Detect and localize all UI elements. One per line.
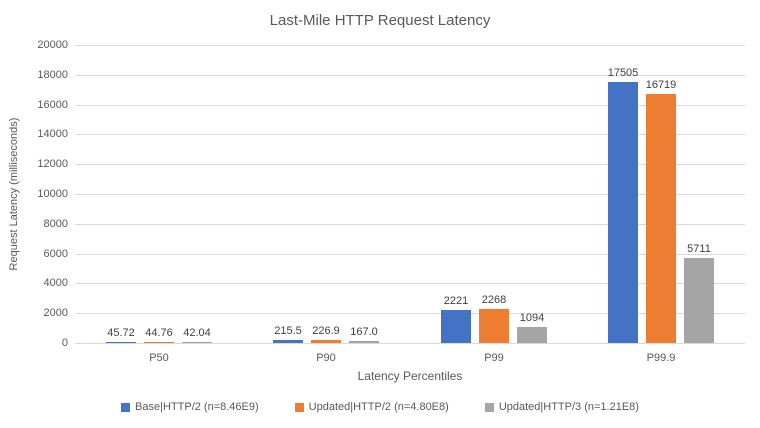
data-label: 45.72	[107, 327, 135, 339]
data-label: 2221	[443, 295, 469, 307]
bar	[273, 340, 303, 343]
y-axis-tick-label: 2000	[43, 307, 68, 320]
bar	[608, 82, 638, 343]
y-axis-tick-label: 6000	[43, 247, 68, 260]
data-label: 42.04	[183, 327, 211, 339]
x-axis-category-label: P90	[316, 352, 336, 364]
gridline	[75, 224, 745, 225]
x-axis-category-label: P50	[149, 352, 169, 364]
legend-item: Updated|HTTP/3 (n=1.21E8)	[484, 401, 639, 413]
chart-title: Last-Mile HTTP Request Latency	[269, 12, 491, 29]
bar	[349, 341, 379, 343]
x-axis-line	[75, 343, 745, 344]
plot-area: 45.72 44.76 42.04 215.5 226.9 167.0 2221 2268 10…	[75, 45, 745, 344]
legend-swatch	[294, 402, 304, 412]
gridline	[75, 134, 745, 135]
legend-item: Updated|HTTP/2 (n=4.80E8)	[294, 401, 449, 413]
gridline	[75, 105, 745, 106]
y-axis-tick-label: 8000	[43, 217, 68, 230]
gridline	[75, 313, 745, 314]
data-label: 17505	[607, 67, 639, 79]
data-label: 167.0	[350, 326, 378, 338]
y-axis-tick-label: 16000	[37, 98, 68, 111]
legend-label: Updated|HTTP/3 (n=1.21E8)	[498, 401, 639, 413]
bar	[182, 342, 212, 343]
y-axis-tick-label: 18000	[37, 68, 68, 81]
gridline	[75, 283, 745, 284]
x-axis-title: Latency Percentiles	[357, 369, 463, 383]
legend-swatch	[121, 402, 131, 412]
legend-swatch	[484, 402, 494, 412]
data-label: 16719	[645, 79, 677, 91]
data-label: 226.9	[312, 325, 340, 337]
bar	[479, 309, 509, 343]
y-axis-tick-label: 12000	[37, 158, 68, 171]
gridline	[75, 45, 745, 46]
data-label: 44.76	[145, 327, 173, 339]
data-label: 215.5	[274, 325, 302, 337]
bar	[106, 342, 136, 343]
y-axis-tick-label: 0	[61, 337, 68, 349]
y-axis-tick-label: 4000	[43, 277, 68, 290]
x-axis-category-label: P99	[484, 352, 504, 364]
y-axis-tick-label: 10000	[37, 188, 68, 200]
legend-item: Base|HTTP/2 (n=8.46E9)	[121, 401, 259, 413]
bar	[311, 340, 341, 343]
gridline	[75, 75, 745, 76]
y-axis-tick-label: 14000	[37, 128, 68, 141]
y-axis-tick-label: 20000	[37, 39, 68, 51]
legend-label: Base|HTTP/2 (n=8.46E9)	[135, 401, 259, 413]
bar	[517, 327, 547, 343]
data-label: 2268	[481, 294, 507, 306]
gridline	[75, 194, 745, 195]
data-label: 1094	[519, 312, 545, 324]
gridline	[75, 254, 745, 255]
bar	[144, 342, 174, 343]
gridline	[75, 164, 745, 165]
x-axis-category-label: P99.9	[646, 352, 676, 364]
legend: Base|HTTP/2 (n=8.46E9) Updated|HTTP/2 (n=…	[0, 401, 760, 413]
bar	[684, 258, 714, 343]
legend-label: Updated|HTTP/2 (n=4.80E8)	[308, 401, 449, 413]
bar	[441, 310, 471, 343]
bar	[646, 94, 676, 343]
data-label: 5711	[687, 243, 711, 255]
